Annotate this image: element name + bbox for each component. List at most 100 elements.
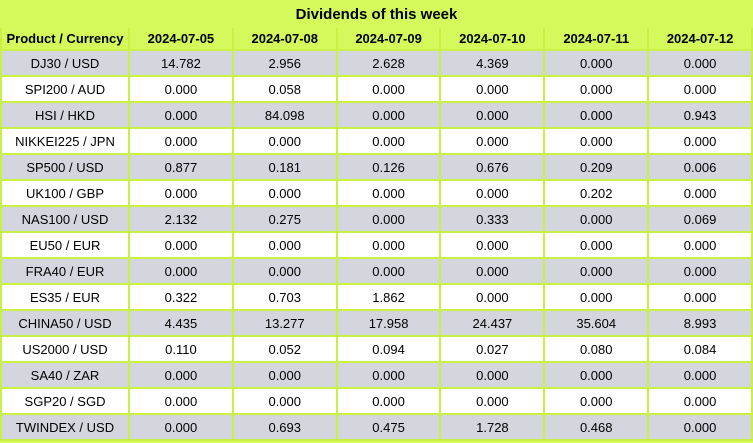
value-cell: 0.000 bbox=[647, 179, 753, 207]
table-header: Product / Currency 2024-07-05 2024-07-08 20… bbox=[0, 28, 753, 51]
value-cell: 0.000 bbox=[647, 413, 753, 441]
value-cell: 0.475 bbox=[335, 413, 442, 441]
value-cell: 0.000 bbox=[231, 387, 338, 415]
value-cell: 0.209 bbox=[543, 153, 650, 181]
value-cell: 0.000 bbox=[335, 205, 442, 233]
value-cell: 0.275 bbox=[231, 205, 338, 233]
value-cell: 0.000 bbox=[335, 257, 442, 285]
table-body: DJ30 / USD 14.782 2.956 2.628 4.369 0.000 0.00… bbox=[0, 49, 753, 441]
value-cell: 35.604 bbox=[543, 309, 650, 337]
product-cell: ES35 / EUR bbox=[0, 283, 130, 311]
table-row: FRA40 / EUR 0.000 0.000 0.000 0.000 0.000 0.00… bbox=[0, 257, 753, 285]
value-cell: 0.000 bbox=[335, 101, 442, 129]
product-cell: HSI / HKD bbox=[0, 101, 130, 129]
value-cell: 0.000 bbox=[128, 361, 234, 389]
value-cell: 0.000 bbox=[231, 231, 338, 259]
value-cell: 84.098 bbox=[231, 101, 338, 129]
value-cell: 0.000 bbox=[128, 179, 234, 207]
product-cell: CHINA50 / USD bbox=[0, 309, 130, 337]
value-cell: 0.000 bbox=[543, 387, 650, 415]
value-cell: 0.126 bbox=[335, 153, 442, 181]
value-cell: 0.000 bbox=[439, 179, 546, 207]
value-cell: 17.958 bbox=[335, 309, 442, 337]
table-row: NAS100 / USD 2.132 0.275 0.000 0.333 0.000 0.0… bbox=[0, 205, 753, 233]
product-cell: DJ30 / USD bbox=[0, 49, 130, 77]
value-cell: 0.006 bbox=[647, 153, 753, 181]
value-cell: 0.000 bbox=[543, 283, 650, 311]
value-cell: 1.862 bbox=[335, 283, 442, 311]
value-cell: 0.181 bbox=[231, 153, 338, 181]
value-cell: 0.000 bbox=[647, 257, 753, 285]
value-cell: 0.000 bbox=[335, 75, 442, 103]
product-cell: US2000 / USD bbox=[0, 335, 130, 363]
value-cell: 0.000 bbox=[439, 231, 546, 259]
product-cell: TWINDEX / USD bbox=[0, 413, 130, 441]
table-row: SA40 / ZAR 0.000 0.000 0.000 0.000 0.000 0.000 bbox=[0, 361, 753, 389]
product-cell: SA40 / ZAR bbox=[0, 361, 130, 389]
value-cell: 0.000 bbox=[439, 127, 546, 155]
value-cell: 0.000 bbox=[439, 361, 546, 389]
value-cell: 0.000 bbox=[335, 127, 442, 155]
value-cell: 0.027 bbox=[439, 335, 546, 363]
product-cell: UK100 / GBP bbox=[0, 179, 130, 207]
value-cell: 0.000 bbox=[128, 127, 234, 155]
value-cell: 0.094 bbox=[335, 335, 442, 363]
value-cell: 0.000 bbox=[647, 387, 753, 415]
col-header-date: 2024-07-05 bbox=[128, 28, 234, 51]
value-cell: 0.000 bbox=[439, 283, 546, 311]
value-cell: 0.000 bbox=[335, 361, 442, 389]
value-cell: 0.877 bbox=[128, 153, 234, 181]
value-cell: 2.956 bbox=[231, 49, 338, 77]
value-cell: 13.277 bbox=[231, 309, 338, 337]
value-cell: 0.000 bbox=[543, 361, 650, 389]
value-cell: 0.000 bbox=[543, 49, 650, 77]
value-cell: 0.000 bbox=[647, 231, 753, 259]
product-cell: SPI200 / AUD bbox=[0, 75, 130, 103]
value-cell: 0.000 bbox=[231, 127, 338, 155]
value-cell: 0.000 bbox=[543, 127, 650, 155]
value-cell: 0.000 bbox=[647, 283, 753, 311]
product-cell: NIKKEI225 / JPN bbox=[0, 127, 130, 155]
header-row: Product / Currency 2024-07-05 2024-07-08 20… bbox=[0, 28, 753, 51]
col-header-date: 2024-07-11 bbox=[543, 28, 650, 51]
value-cell: 0.000 bbox=[128, 75, 234, 103]
value-cell: 0.333 bbox=[439, 205, 546, 233]
value-cell: 0.468 bbox=[543, 413, 650, 441]
value-cell: 0.000 bbox=[647, 49, 753, 77]
page-title: Dividends of this week bbox=[0, 0, 753, 28]
table-row: SPI200 / AUD 0.000 0.058 0.000 0.000 0.000 0.0… bbox=[0, 75, 753, 103]
value-cell: 0.676 bbox=[439, 153, 546, 181]
value-cell: 0.000 bbox=[543, 101, 650, 129]
value-cell: 0.202 bbox=[543, 179, 650, 207]
value-cell: 4.435 bbox=[128, 309, 234, 337]
table-row: SGP20 / SGD 0.000 0.000 0.000 0.000 0.000 0.00… bbox=[0, 387, 753, 415]
value-cell: 0.000 bbox=[439, 257, 546, 285]
value-cell: 4.369 bbox=[439, 49, 546, 77]
value-cell: 0.322 bbox=[128, 283, 234, 311]
value-cell: 0.000 bbox=[543, 231, 650, 259]
value-cell: 1.728 bbox=[439, 413, 546, 441]
value-cell: 14.782 bbox=[128, 49, 234, 77]
value-cell: 0.000 bbox=[543, 257, 650, 285]
value-cell: 0.000 bbox=[335, 387, 442, 415]
product-cell: SP500 / USD bbox=[0, 153, 130, 181]
value-cell: 0.000 bbox=[647, 127, 753, 155]
product-cell: NAS100 / USD bbox=[0, 205, 130, 233]
value-cell: 0.052 bbox=[231, 335, 338, 363]
table-row: EU50 / EUR 0.000 0.000 0.000 0.000 0.000 0.000 bbox=[0, 231, 753, 259]
table-row: NIKKEI225 / JPN 0.000 0.000 0.000 0.000 0.000… bbox=[0, 127, 753, 155]
value-cell: 0.000 bbox=[439, 387, 546, 415]
value-cell: 0.000 bbox=[543, 205, 650, 233]
value-cell: 0.000 bbox=[128, 101, 234, 129]
value-cell: 0.000 bbox=[439, 101, 546, 129]
table-row: HSI / HKD 0.000 84.098 0.000 0.000 0.000 0.943 bbox=[0, 101, 753, 129]
value-cell: 0.000 bbox=[128, 231, 234, 259]
value-cell: 0.084 bbox=[647, 335, 753, 363]
col-header-date: 2024-07-12 bbox=[647, 28, 753, 51]
value-cell: 0.000 bbox=[231, 257, 338, 285]
product-cell: SGP20 / SGD bbox=[0, 387, 130, 415]
col-header-date: 2024-07-09 bbox=[335, 28, 442, 51]
col-header-date: 2024-07-10 bbox=[439, 28, 546, 51]
table-row: US2000 / USD 0.110 0.052 0.094 0.027 0.080 0.0… bbox=[0, 335, 753, 363]
